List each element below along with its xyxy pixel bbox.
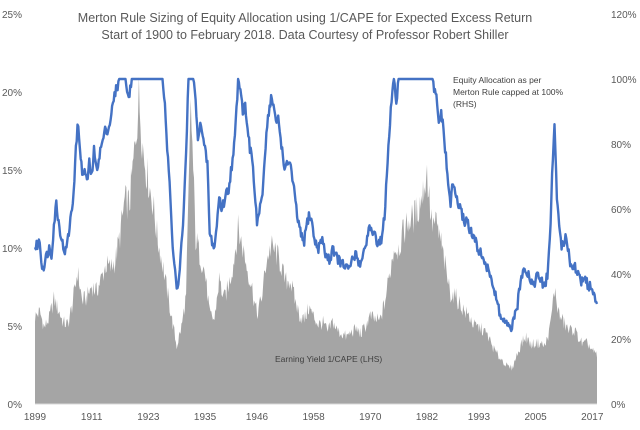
right-tick-label: 120% (611, 10, 637, 21)
equity-allocation-annotation: Equity Allocation as per Merton Rule cap… (453, 75, 564, 109)
equity-annotation-line-2: Merton Rule capped at 100% (453, 87, 564, 97)
x-tick-label: 2017 (581, 412, 604, 423)
chart-subtitle: Start of 1900 to February 2018. Data Cou… (101, 28, 508, 42)
x-tick-label: 1935 (194, 412, 217, 423)
left-axis-ticks: 0% 5% 10% 15% 20% 25% (2, 10, 22, 411)
x-tick-label: 1982 (416, 412, 439, 423)
x-tick-label: 1970 (359, 412, 382, 423)
equity-annotation-line-3: (RHS) (453, 99, 477, 109)
x-tick-label: 2005 (524, 412, 547, 423)
left-tick-label: 10% (2, 244, 22, 255)
x-tick-label: 1958 (303, 412, 326, 423)
x-axis-ticks: 1899 1911 1923 1935 1946 1958 1970 1982 1993 2005… (24, 412, 604, 423)
x-tick-label: 1923 (137, 412, 160, 423)
x-tick-label: 1899 (24, 412, 47, 423)
left-tick-label: 15% (2, 166, 22, 177)
right-tick-label: 60% (611, 205, 631, 216)
x-tick-label: 1946 (246, 412, 269, 423)
x-tick-label: 1993 (468, 412, 491, 423)
left-tick-label: 20% (2, 88, 22, 99)
right-tick-label: 80% (611, 140, 631, 151)
right-tick-label: 20% (611, 335, 631, 346)
right-axis-ticks: 0% 20% 40% 60% 80% 100% 120% (611, 10, 637, 411)
earning-yield-annotation: Earning Yield 1/CAPE (LHS) (275, 354, 382, 364)
left-tick-label: 25% (2, 10, 22, 21)
right-tick-label: 0% (611, 400, 626, 411)
earning-yield-area (35, 76, 597, 404)
equity-annotation-line-1: Equity Allocation as per (453, 75, 542, 85)
left-tick-label: 0% (8, 400, 23, 411)
right-tick-label: 100% (611, 75, 637, 86)
equity-allocation-line (33, 77, 599, 333)
x-tick-label: 1911 (81, 412, 103, 423)
right-tick-label: 40% (611, 270, 631, 281)
chart-title: Merton Rule Sizing of Equity Allocation … (78, 11, 532, 25)
left-tick-label: 5% (8, 322, 23, 333)
